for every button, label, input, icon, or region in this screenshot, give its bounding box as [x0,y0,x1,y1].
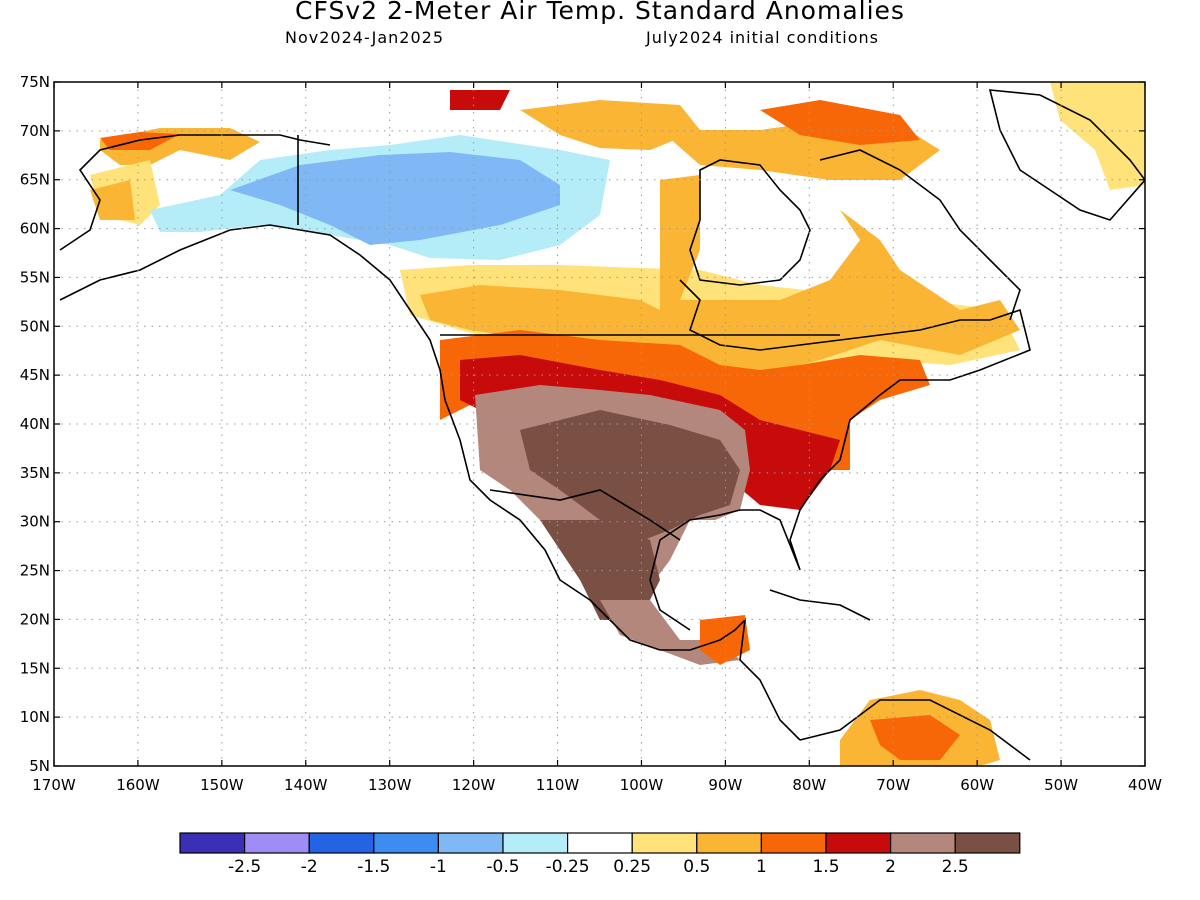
lon-label: 120W [452,776,496,794]
hudson-bay [689,159,811,286]
colorbar-label: 2.5 [942,857,969,877]
canada-cool-region [230,152,560,245]
colorbar-swatch [373,832,439,854]
colorbar-label: -2 [301,857,318,877]
axis-ticks [53,81,1146,767]
lat-label: 60N [20,220,50,238]
lon-label: 100W [620,776,664,794]
lon-label: 140W [284,776,328,794]
lat-label: 35N [20,464,50,482]
prairies-warm-region [420,285,690,350]
lat-label: 50N [20,317,50,335]
lat-label: 65N [20,171,50,189]
colorbar-swatch [631,832,698,854]
colorbar-swatch [308,832,375,854]
colorbar-swatch [437,832,504,854]
colorbar-label: 0.5 [683,857,710,877]
lat-label: 55N [20,268,50,286]
colorbar-label: -1 [430,857,447,877]
colorbar-label: -0.5 [486,857,519,877]
us-plains-extreme-region [520,410,740,545]
colorbar-swatch [566,832,633,854]
lon-label: 70W [876,776,910,794]
lat-label: 30N [20,513,50,531]
colorbar-swatch [502,832,569,854]
colorbar-label: -1.5 [357,857,390,877]
colorbar-label: -0.25 [546,857,590,877]
lat-label: 10N [20,708,50,726]
colorbar-swatch [825,832,892,854]
coastlines [59,89,1145,761]
colorbar-label: 1 [756,857,767,877]
lat-label: 25N [20,562,50,580]
alaska-coastline [59,134,331,251]
anomaly-fields [90,82,1145,766]
forecast-period: Nov2024-Jan2025 [285,28,444,47]
greenland-coast [988,89,1145,221]
venezuela-hot-region [870,715,960,760]
lon-label: 170W [32,776,76,794]
lon-label: 60W [960,776,994,794]
colorbar-label: 2 [885,857,896,877]
lat-label: 20N [20,610,50,628]
arctic-red-patch [450,90,510,110]
lon-label: 110W [536,776,580,794]
lat-label: 70N [20,122,50,140]
lon-label: 50W [1044,776,1078,794]
mexico-north-extreme-region [540,520,660,620]
colorbar-label: -2.5 [228,857,261,877]
initial-conditions: July2024 initial conditions [646,28,879,47]
pacific-coastline [59,224,801,741]
greenland-warm-region [1050,82,1145,190]
colorbar-swatch [954,832,1021,854]
lat-label: 45N [20,366,50,384]
baffin-hot-region [760,100,920,145]
lon-label: 90W [708,776,742,794]
lat-label: 40N [20,415,50,433]
labrador-coast [819,149,1021,321]
colorbar-swatch [889,832,956,854]
lon-label: 40W [1128,776,1162,794]
graticule [54,82,1145,766]
atlantic-gulf-coastline [649,279,1031,631]
longitude-labels: 170W 160W 150W 140W 130W 120W 110W 100W 90W 80W 70… [32,776,1162,794]
lon-label: 80W [792,776,826,794]
colorbar-swatch [760,832,827,854]
colorbar: -2.5 -2 -1.5 -1 -0.5 -0.25 0.25 0.5 1 1.5 2 2.5 [179,832,1021,877]
colorbar-swatch [696,832,762,854]
south-america-coast [799,699,1031,761]
lon-label: 130W [368,776,412,794]
us-mexico-border [489,489,681,541]
lon-label: 160W [116,776,160,794]
lon-label: 150W [200,776,244,794]
lat-label: 15N [20,659,50,677]
quebec-warm-region [660,175,1020,375]
colorbar-swatch [179,832,246,854]
colorbar-label: 0.25 [613,857,651,877]
colorbar-label: 1.5 [812,857,839,877]
lat-label: 75N [20,73,50,91]
chart-title: CFSv2 2-Meter Air Temp. Standard Anomali… [295,0,905,25]
cuba-coast [769,589,871,621]
colorbar-swatch [244,832,310,854]
alaska-west-orange-region [90,180,135,220]
latitude-labels: 75N 70N 65N 60N 55N 50N 45N 40N 35N 30N 25N 20N 15N 1… [20,73,50,775]
lat-label: 5N [29,757,50,775]
arctic-islands-warm-region [520,100,700,150]
